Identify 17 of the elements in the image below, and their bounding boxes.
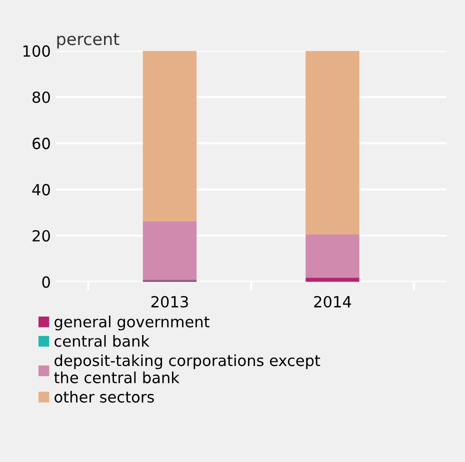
legend-label: general government [54,316,210,330]
legend-label: central bank [54,335,150,347]
y-tick-label: 40 [32,184,50,196]
y-tick-label: 0 [42,276,50,288]
bar [306,234,360,278]
legend-label: other sectors [54,390,154,403]
bar [306,278,360,282]
bar [306,50,360,234]
y-tick-label: 20 [32,230,50,242]
y-tick-label: 60 [32,138,50,150]
y-axis-title: percent [57,33,120,49]
bar [142,221,197,280]
y-tick-label: 100 [23,45,50,57]
y-tick-label: 80 [32,91,50,104]
bar [142,50,197,222]
x-tick-label: 2014 [314,296,352,308]
x-tick-label: 2013 [151,296,188,308]
